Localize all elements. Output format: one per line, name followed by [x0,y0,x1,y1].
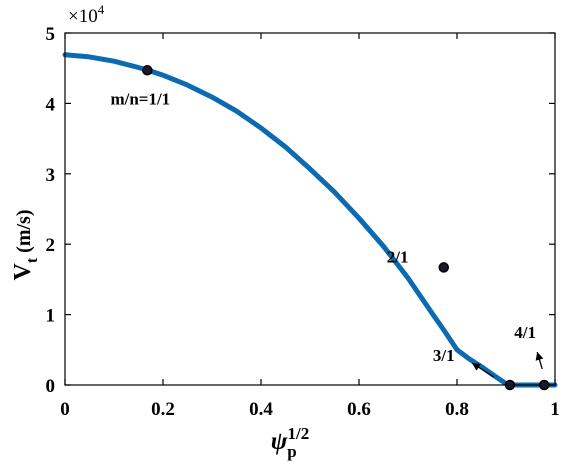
y-exponent-label: ×104 [68,2,105,27]
axes-frame [64,32,556,386]
y-exponent-base: ×10 [68,6,98,27]
y-tick-label-2: 2 [46,235,56,256]
y-axis-label-main: V [10,263,36,281]
marker-label-0: m/n=1/1 [110,89,170,108]
marker-point-3 [538,379,550,391]
x-axis-label-main: ψ [271,428,288,455]
y-axis-label-sub: t [24,257,41,263]
y-tick-label-1: 1 [46,306,56,327]
y-tick-label-3: 3 [46,165,56,186]
x-tick-label-2: 0.4 [249,399,273,420]
x-axis-label-sub: p [287,442,296,461]
arrow-3-1-head [471,363,481,371]
x-tick-label-1: 0.2 [151,399,175,420]
x-tick-label-0: 0 [60,399,70,420]
marker-label-2: 3/1 [433,346,455,365]
y-tick-label-0: 0 [46,376,56,397]
x-tick-label-3: 0.6 [347,399,371,420]
y-axis-label-unit: (m/s) [13,210,35,258]
x-axis-label-sup: 1/2 [287,424,309,443]
x-axis-label: ψ1/2 p [271,424,309,461]
marker-label-1: 2/1 [387,247,409,266]
y-exponent-power: 4 [98,2,105,17]
marker-point-2 [504,379,516,391]
y-axis-label: Vt (m/s) [10,210,41,281]
marker-point-0 [142,65,153,76]
y-tick-label-4: 4 [46,94,56,115]
arrow-4-1-head [535,352,544,361]
plot-area: 0 0.2 0.4 0.6 0.8 1 0 1 2 3 4 5 m/n=1/1 2/1 3/1 4/1 [46,24,560,420]
marker-point-1 [438,262,450,273]
x-tick-label-4: 0.8 [445,399,469,420]
x-tick-label-5: 1 [550,399,560,420]
y-tick-label-5: 5 [46,24,56,45]
series-line-0 [62,52,558,388]
marker-label-3: 4/1 [514,323,536,342]
